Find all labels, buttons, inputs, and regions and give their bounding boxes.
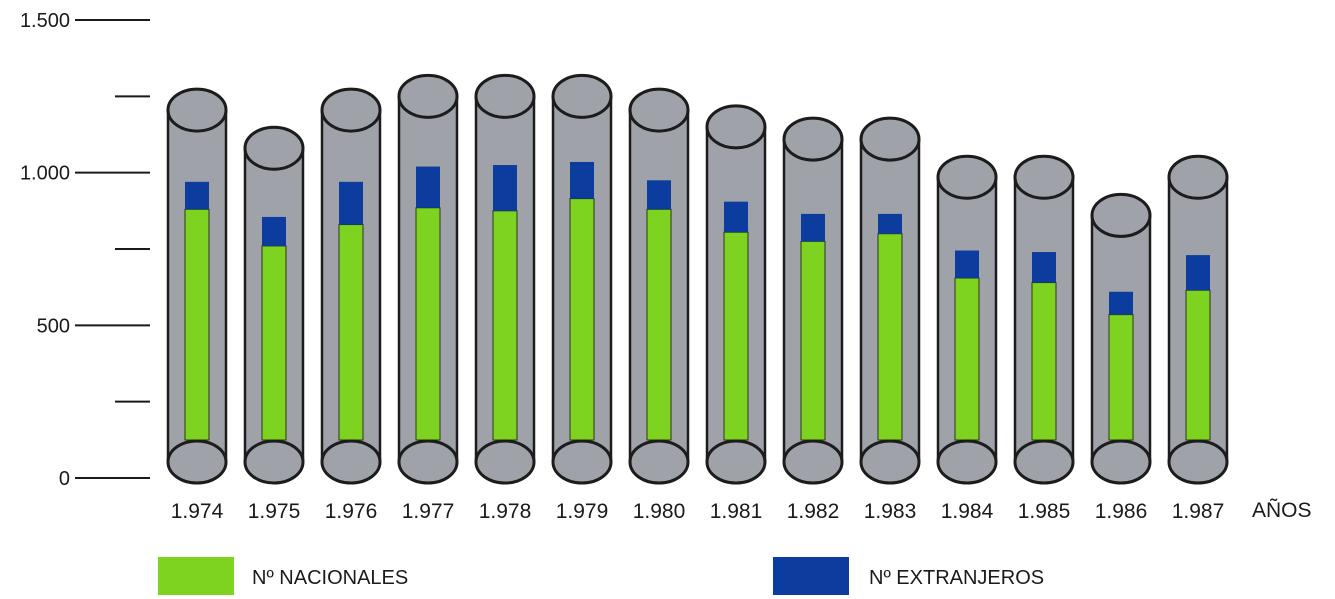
cylinder-bar [243, 125, 305, 485]
bar-segment-nacionales [954, 277, 980, 441]
cylinder-top-cap [859, 116, 921, 162]
bar-segment-extranjeros [185, 181, 209, 210]
bar-segment-nacionales [338, 224, 364, 441]
cylinder-bottom-cap [474, 439, 536, 485]
x-tick-label: 1.984 [941, 500, 994, 523]
x-tick-label: 1.983 [864, 500, 917, 523]
x-tick-label: 1.980 [633, 500, 686, 523]
bar-segment-extranjeros [878, 213, 902, 234]
bar-segment-nacionales [415, 207, 441, 441]
bar-segment-nacionales [1185, 289, 1211, 441]
bar-segment-extranjeros [493, 165, 517, 211]
cylinder-top-cap [551, 73, 613, 119]
cylinder-top-cap [166, 87, 228, 133]
x-tick-label: 1.975 [248, 500, 301, 523]
cylinder-bottom-cap [166, 439, 228, 485]
bar-segment-nacionales [646, 208, 672, 441]
y-tick-label: 1.500 [20, 10, 70, 32]
y-tick-label: 1.000 [20, 163, 70, 185]
cylinder-top-cap [628, 87, 690, 133]
y-tick-label: 500 [37, 315, 70, 337]
bar-segment-nacionales [261, 245, 287, 441]
cylinder-bottom-cap [320, 439, 382, 485]
cylinder-top-cap [936, 154, 998, 200]
cylinder-top-cap [320, 87, 382, 133]
x-tick-label: 1.974 [171, 500, 224, 523]
cylinder-top-cap [243, 125, 305, 171]
cylinder-bar [628, 87, 690, 485]
cylinder-bar [782, 116, 844, 485]
bar-segment-extranjeros [1186, 255, 1210, 291]
cylinder-bar [166, 87, 228, 485]
cylinder-bar [859, 116, 921, 485]
legend-label-nacionales: Nº NACIONALES [252, 567, 408, 589]
cylinder-bar [551, 73, 613, 485]
cylinder-bottom-cap [551, 439, 613, 485]
cylinder-bar [936, 154, 998, 485]
y-axis: 1.500 1.000 500 0 [20, 10, 150, 490]
x-tick-label: 1.987 [1172, 500, 1225, 523]
x-tick-label: 1.985 [1018, 500, 1071, 523]
cylinder-bottom-cap [782, 439, 844, 485]
bar-segment-extranjeros [416, 166, 440, 208]
bar-segment-nacionales [800, 240, 826, 441]
cylinder-bar [397, 73, 459, 485]
x-tick-label: 1.982 [787, 500, 840, 523]
cylinder-top-cap [1013, 154, 1075, 200]
x-tick-label: 1.978 [479, 500, 532, 523]
cylinder-top-cap [782, 116, 844, 162]
bar-segment-extranjeros [955, 250, 979, 279]
bar-segment-nacionales [1031, 282, 1057, 441]
cylinder-bar [320, 87, 382, 485]
cylinder-top-cap [474, 73, 536, 119]
bar-segment-extranjeros [339, 181, 363, 225]
bar-segment-extranjeros [262, 216, 286, 246]
cylinder-bottom-cap [243, 439, 305, 485]
bar-segment-nacionales [723, 231, 749, 441]
cylinder-bar [1167, 154, 1229, 485]
cylinder-top-cap [705, 104, 767, 150]
legend-swatch-nacionales [158, 557, 234, 595]
bar-segment-extranjeros [1032, 252, 1056, 283]
x-axis-labels: AÑOS 1.974 1.975 1.976 1.977 1.978 1.979 1.980… [171, 498, 1312, 523]
cylinder-bottom-cap [859, 439, 921, 485]
bar-segment-extranjeros [570, 161, 594, 199]
cylinder-bar [474, 73, 536, 485]
legend-label-extranjeros: Nº EXTRANJEROS [869, 567, 1044, 589]
cylinder-bottom-cap [1013, 439, 1075, 485]
cylinder-bottom-cap [1167, 439, 1229, 485]
legend: Nº NACIONALES Nº EXTRANJEROS [158, 557, 1044, 595]
y-tick-label: 0 [59, 468, 70, 490]
cylinder-bottom-cap [628, 439, 690, 485]
cylinder-bottom-cap [397, 439, 459, 485]
cylinder-bar [1090, 192, 1152, 485]
cylinder-bar [1013, 154, 1075, 485]
cylinder-bottom-cap [936, 439, 998, 485]
bar-segment-extranjeros [647, 180, 671, 210]
x-tick-label: 1.979 [556, 500, 609, 523]
x-tick-label: 1.977 [402, 500, 455, 523]
cylinder-bottom-cap [705, 439, 767, 485]
cylinder-top-cap [397, 73, 459, 119]
cylinder-bar [705, 104, 767, 485]
bar-segment-extranjeros [801, 213, 825, 242]
bars [166, 73, 1229, 485]
legend-swatch-extranjeros [773, 557, 849, 595]
x-axis-title: AÑOS [1252, 498, 1312, 522]
bar-segment-extranjeros [1109, 291, 1133, 315]
cylinder-top-cap [1090, 192, 1152, 238]
bar-segment-nacionales [877, 233, 903, 441]
bar-segment-nacionales [184, 208, 210, 441]
bar-segment-nacionales [1108, 314, 1134, 441]
cylinder-top-cap [1167, 154, 1229, 200]
bar-segment-extranjeros [724, 201, 748, 233]
bar-segment-nacionales [569, 198, 595, 441]
x-tick-label: 1.976 [325, 500, 378, 523]
x-tick-label: 1.986 [1095, 500, 1148, 523]
x-tick-label: 1.981 [710, 500, 763, 523]
cylinder-bottom-cap [1090, 439, 1152, 485]
bar-segment-nacionales [492, 210, 518, 441]
